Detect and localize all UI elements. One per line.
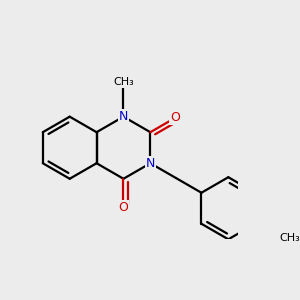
Text: CH₃: CH₃ (113, 77, 134, 87)
Text: O: O (170, 111, 180, 124)
Text: N: N (119, 110, 128, 123)
Text: O: O (118, 201, 128, 214)
Text: N: N (146, 157, 155, 170)
Text: CH₃: CH₃ (279, 233, 300, 243)
